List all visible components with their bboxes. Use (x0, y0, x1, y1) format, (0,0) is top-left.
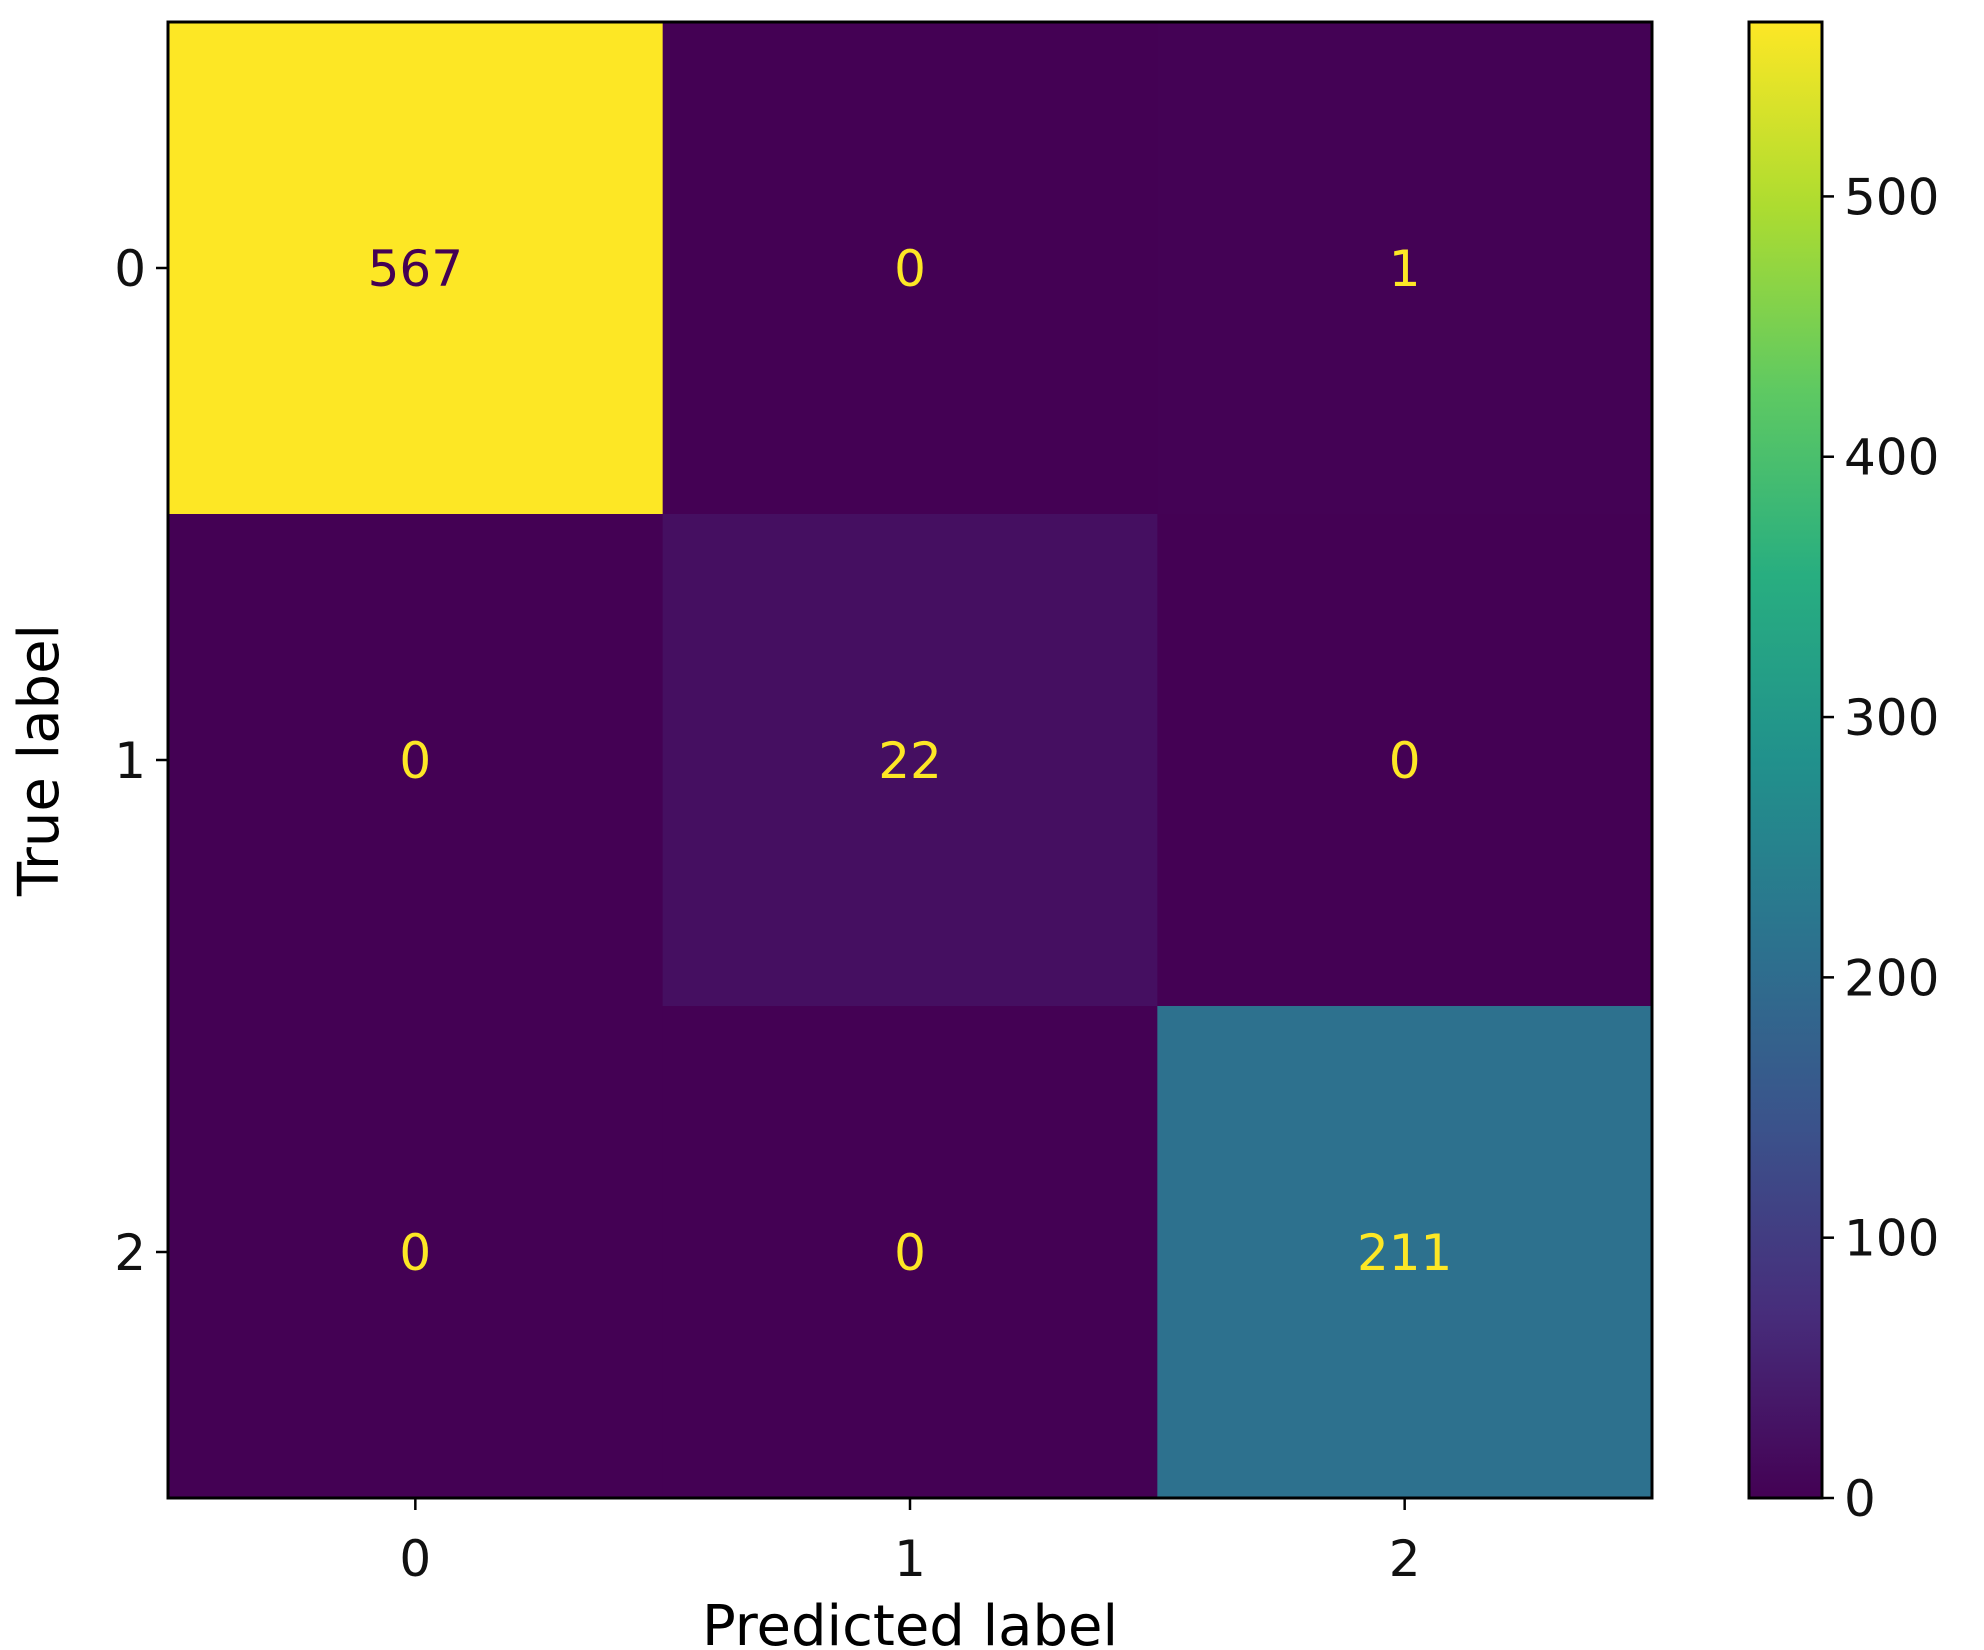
matrix-cell (168, 1006, 664, 1499)
x-tick-label: 0 (399, 1530, 431, 1588)
colorbar-tick-label: 300 (1844, 689, 1939, 747)
x-tick-label: 2 (1389, 1530, 1421, 1588)
y-tick-label: 1 (114, 732, 146, 790)
x-axis-ticks: 0 1 2 (399, 1498, 1421, 1588)
colorbar-ticks: 0 100 200 300 400 500 (1822, 168, 1939, 1528)
x-tick-label: 1 (894, 1530, 926, 1588)
y-tick-label: 0 (114, 240, 146, 298)
matrix-cell (662, 22, 1158, 515)
x-axis-label: Predicted label (702, 1594, 1118, 1650)
cell-value-label: 0 (894, 1224, 926, 1282)
colorbar-tick-label: 0 (1844, 1470, 1876, 1528)
colorbar (1747, 20, 1824, 1500)
cell-value-label: 1 (1389, 240, 1421, 298)
cell-value-label: 567 (368, 240, 463, 298)
colorbar-tick-label: 200 (1844, 949, 1939, 1007)
matrix-cell (1157, 22, 1653, 515)
y-axis-ticks: 0 1 2 (114, 240, 168, 1282)
cell-value-label: 0 (399, 732, 431, 790)
colorbar-tick-label: 400 (1844, 429, 1939, 487)
cell-value-label: 22 (878, 732, 942, 790)
colorbar-tick-label: 100 (1844, 1210, 1939, 1268)
cell-value-label: 0 (399, 1224, 431, 1282)
y-tick-label: 2 (114, 1224, 146, 1282)
matrix-cell (1157, 1006, 1653, 1499)
matrix-cells: 567 0 1 0 22 0 0 0 211 (168, 22, 1653, 1499)
colorbar-tick-label: 500 (1844, 168, 1939, 226)
cell-value-label: 0 (1389, 732, 1421, 790)
matrix-cell (662, 1006, 1158, 1499)
matrix-cell (1157, 514, 1653, 1007)
matrix-cell (168, 514, 664, 1007)
matrix-cell (168, 22, 664, 515)
y-axis-label: True label (7, 624, 72, 897)
matrix-cell (662, 514, 1158, 1007)
cell-value-label: 211 (1357, 1224, 1452, 1282)
cell-value-label: 0 (894, 240, 926, 298)
